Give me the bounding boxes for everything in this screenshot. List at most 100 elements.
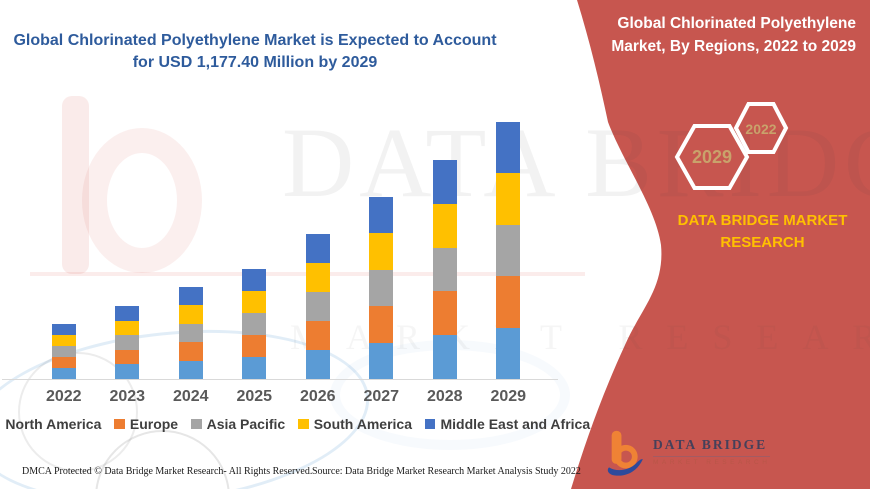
bar-segment-asia-pacific [432,247,457,292]
bar-segment-south-america [496,173,521,225]
x-axis-label-2029: 2029 [490,388,527,405]
bar-segment-asia-pacific [369,269,394,307]
year-hexagons: 2022 2029 [674,102,789,190]
bar-segment-middle-east-and-africa [242,269,267,291]
hexagon-2029-label: 2029 [692,147,732,167]
bar-segment-south-america [115,320,140,336]
bar-column-2029 [477,121,541,379]
bar-segment-europe [496,276,521,328]
legend-swatch [298,418,309,430]
hexagon-2022-label: 2022 [745,121,776,137]
bar-segment-middle-east-and-africa [115,306,140,321]
x-axis-label-2026: 2026 [299,388,336,405]
legend-item-europe: Europe [114,416,178,432]
bar-segment-asia-pacific [242,313,267,335]
bar-column-2024 [159,121,223,379]
bar-column-2027 [350,121,414,379]
bar-column-2025 [223,121,287,379]
main-title: Global Chlorinated Polyethylene Market i… [10,30,500,73]
bar-column-2022 [32,121,96,379]
bar-stack-2023 [115,306,140,379]
bar-segment-north-america [369,342,394,379]
bar-segment-south-america [242,291,267,313]
bar-segment-north-america [51,368,76,379]
bar-segment-middle-east-and-africa [178,287,203,306]
bar-segment-europe [242,335,267,357]
bar-segment-asia-pacific [305,292,330,321]
x-axis-label-2025: 2025 [236,388,273,405]
source-citation: Source: Data Bridge Market Research Mark… [312,466,581,477]
bar-segment-asia-pacific [115,335,140,350]
main-title-line1: Global Chlorinated Polyethylene Market i… [13,32,497,49]
company-logo-name: DATA BRIDGE [653,437,768,452]
bar-segment-asia-pacific [178,323,203,343]
bar-column-2026 [286,121,350,379]
bar-stack-2029 [496,122,521,379]
legend-label: North America [5,416,102,432]
x-axis-label-2022: 2022 [45,388,82,405]
bar-segment-north-america [115,364,140,379]
bar-segment-south-america [178,305,203,324]
x-axis-label-2027: 2027 [363,388,400,405]
x-axis-line [2,379,558,380]
legend-label: South America [313,416,412,432]
bar-segment-north-america [242,357,267,379]
bar-segment-north-america [432,335,457,379]
bar-segment-europe [178,342,203,361]
bar-stack-2026 [305,234,330,379]
dmca-notice: DMCA Protected © Data Bridge Market Rese… [22,466,313,477]
bar-segment-asia-pacific [496,224,521,277]
bar-segment-asia-pacific [51,346,76,357]
legend-swatch [114,418,125,430]
brand-text: DATA BRIDGE MARKET RESEARCH [677,212,848,251]
bar-segment-europe [51,357,76,368]
company-logo: DATA BRIDGE MARKET RESEARCH [605,430,771,478]
legend-label: Europe [129,416,179,432]
bar-chart [32,121,540,379]
bar-stack-2028 [432,160,457,379]
main-title-line2: for USD 1,177.40 Million by 2029 [132,53,378,71]
bar-stack-2025 [242,269,267,379]
bar-segment-south-america [432,203,457,248]
panel-title: Global Chlorinated Polyethylene Market, … [611,15,856,56]
bar-stack-2022 [51,324,76,379]
company-logo-text: DATA BRIDGE MARKET RESEARCH [653,430,771,478]
legend-item-asia-pacific: Asia Pacific [191,416,285,432]
company-logo-icon [607,430,643,476]
x-axis-label-2023: 2023 [109,388,146,405]
bar-stack-2027 [369,197,394,379]
x-axis-labels: 2022 2023 2024 2025 2026 2027 2028 2029 [32,388,540,406]
x-axis-label-2028: 2028 [426,388,463,405]
bar-segment-europe [115,349,140,365]
bar-segment-middle-east-and-africa [369,197,394,234]
bar-segment-europe [369,306,394,343]
bar-segment-middle-east-and-africa [305,234,330,263]
bar-stack-2024 [178,287,203,379]
bar-segment-south-america [369,233,394,270]
bar-segment-north-america [305,350,330,379]
legend-item-north-america: North America [0,416,101,432]
legend-item-south-america: South America [298,416,412,432]
hexagon-2029 [674,124,750,190]
x-axis-label-2024: 2024 [172,388,209,405]
bar-segment-middle-east-and-africa [496,122,521,174]
bar-column-2028 [413,121,477,379]
legend-label: Middle East and Africa [440,416,591,432]
bar-segment-europe [432,291,457,336]
legend-label: Asia Pacific [206,416,286,432]
company-logo-subtitle: MARKET RESEARCH [653,456,771,466]
chart-legend: North America Europe Asia Pacific South Ame… [0,416,590,432]
bar-segment-middle-east-and-africa [432,160,457,204]
hexagon-2022 [733,102,789,154]
legend-item-middle-east-and-africa: Middle East and Africa [424,416,591,432]
bar-segment-north-america [496,327,521,379]
bar-segment-north-america [178,360,203,379]
bar-segment-europe [305,321,330,350]
legend-swatch [424,418,436,430]
legend-swatch [191,418,202,430]
bar-column-2023 [96,121,160,379]
bar-segment-middle-east-and-africa [51,324,76,335]
bar-segment-south-america [305,263,330,292]
